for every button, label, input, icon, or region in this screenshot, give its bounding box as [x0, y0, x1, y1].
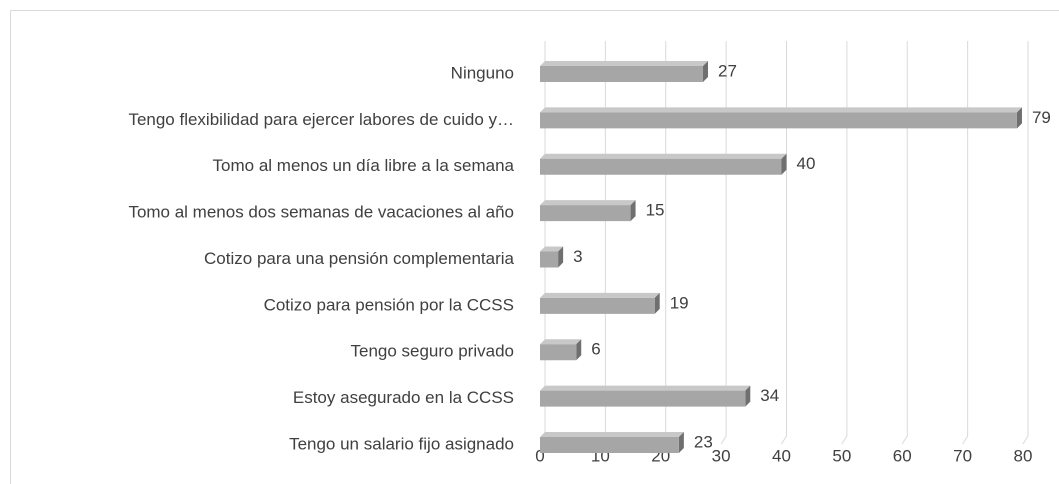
bar-side — [745, 385, 751, 407]
bar — [540, 390, 746, 407]
y-tick-label: Tengo flexibilidad para ejercer labores … — [128, 110, 514, 129]
grid-line — [901, 41, 908, 445]
bar — [540, 344, 577, 361]
bar-top — [540, 107, 1022, 113]
bar-top — [540, 339, 582, 345]
data-label: 79 — [1032, 108, 1051, 127]
grid-line — [660, 41, 667, 445]
data-label: 40 — [797, 154, 816, 173]
y-tick-label: Tomo al menos dos semanas de vacaciones … — [128, 203, 514, 222]
data-label: 15 — [646, 201, 665, 220]
data-label: 34 — [760, 386, 779, 405]
bar — [540, 158, 782, 175]
grid-line — [841, 41, 848, 445]
bar-top — [540, 432, 684, 437]
y-tick-label: Ninguno — [451, 63, 514, 82]
bar-top — [540, 246, 564, 252]
x-tick-label: 0 — [535, 446, 544, 465]
bar-side — [576, 339, 582, 361]
y-tick-label: Tomo al menos un día libre a la semana — [213, 156, 515, 175]
bar-top — [540, 61, 709, 66]
grid-line — [1022, 41, 1029, 445]
data-label: 19 — [670, 293, 689, 312]
data-label: 27 — [718, 61, 737, 80]
x-tick-label: 80 — [1014, 446, 1033, 465]
y-tick-label: Cotizo para una pensión complementaria — [204, 249, 515, 268]
bar — [540, 205, 631, 222]
bar-side — [781, 153, 787, 175]
y-tick-label: Cotizo para pensión por la CCSS — [264, 295, 514, 314]
bar-top — [540, 200, 636, 206]
x-tick-label: 50 — [832, 446, 851, 465]
grid-line — [539, 41, 546, 445]
bar-side — [630, 200, 636, 222]
grid-line — [781, 41, 787, 445]
x-tick-label: 70 — [953, 446, 972, 465]
grid-line — [599, 41, 606, 445]
bar — [540, 112, 1017, 129]
bar — [540, 66, 704, 82]
bar-side — [1016, 107, 1022, 129]
bar-top — [540, 153, 787, 159]
bar-side — [558, 246, 564, 268]
data-label: 3 — [573, 247, 582, 266]
grid-line — [720, 41, 727, 445]
y-tick-label: Tengo un salario fijo asignado — [289, 434, 514, 453]
grid-line — [962, 41, 969, 445]
data-label: 6 — [591, 340, 600, 359]
data-label: 23 — [694, 432, 713, 451]
bar — [540, 251, 559, 268]
bar-top — [540, 385, 751, 391]
bar — [540, 437, 679, 453]
y-tick-label: Estoy asegurado en la CCSS — [293, 388, 514, 407]
y-tick-label: Tengo seguro privado — [350, 342, 514, 361]
x-tick-label: 30 — [712, 446, 731, 465]
bar-side — [678, 432, 684, 453]
bar — [540, 297, 655, 314]
x-tick-label: 40 — [772, 446, 791, 465]
bar-side — [654, 292, 660, 314]
bar-top — [540, 292, 660, 298]
bar-side — [703, 61, 709, 82]
x-tick-label: 60 — [893, 446, 912, 465]
